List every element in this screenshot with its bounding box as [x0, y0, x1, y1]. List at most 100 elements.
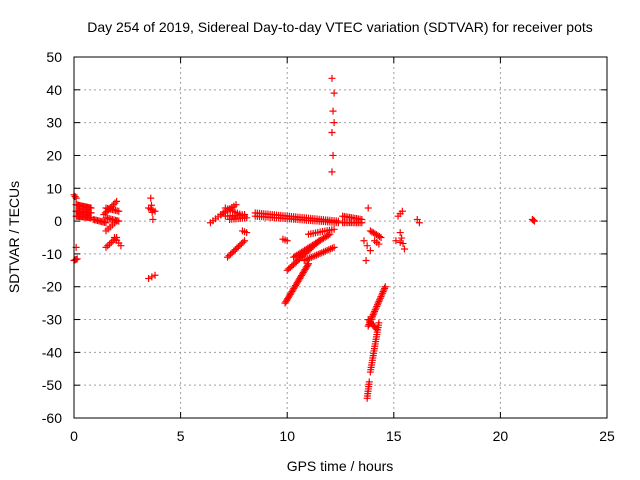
data-point	[230, 247, 238, 255]
data-point	[380, 286, 388, 294]
data-point	[73, 255, 81, 263]
y-tick-label: -30	[42, 312, 62, 328]
data-point	[377, 293, 385, 301]
data-point	[381, 284, 389, 292]
data-point	[364, 322, 372, 330]
plot-frame	[73, 56, 608, 419]
data-point	[149, 215, 157, 223]
data-point	[398, 207, 406, 215]
data-point	[375, 233, 383, 241]
data-point	[241, 237, 249, 245]
y-tick-label: 20	[46, 147, 62, 163]
data-point	[304, 261, 312, 269]
data-point	[373, 302, 381, 310]
x-tick-label: 10	[279, 428, 295, 444]
data-point	[148, 273, 156, 281]
data-point	[111, 199, 119, 207]
y-tick-label: -20	[42, 279, 62, 295]
data-point	[243, 229, 251, 237]
x-tick-label: 0	[70, 428, 78, 444]
y-tick-label: 10	[46, 180, 62, 196]
data-point	[531, 217, 539, 225]
x-tick-label: 15	[386, 428, 402, 444]
data-point	[364, 204, 372, 212]
data-point	[392, 237, 400, 245]
x-tick-label: 25	[599, 428, 615, 444]
data-point	[529, 216, 537, 224]
data-point	[232, 201, 240, 209]
data-point	[328, 74, 336, 82]
data-point	[106, 240, 114, 248]
data-point	[234, 243, 242, 251]
data-point	[147, 201, 155, 209]
data-point	[330, 119, 338, 127]
chart-title: Day 254 of 2019, Sidereal Day-to-day VTE…	[87, 19, 593, 35]
data-point	[324, 231, 332, 239]
data-point	[377, 234, 385, 241]
y-axis-label: SDTVAR / TECUs	[6, 181, 22, 293]
data-point	[283, 237, 291, 245]
data-point	[329, 151, 337, 159]
data-point	[117, 242, 125, 250]
data-point	[328, 128, 336, 136]
data-point	[145, 275, 153, 283]
data-point	[376, 296, 384, 304]
data-points	[70, 74, 539, 402]
data-point	[358, 219, 366, 227]
data-point	[369, 311, 377, 319]
data-point	[113, 217, 121, 225]
y-tick-label: 50	[46, 49, 62, 65]
data-point	[396, 229, 404, 237]
y-tick-label: 40	[46, 82, 62, 98]
data-point	[400, 245, 408, 253]
y-tick-label: -10	[42, 246, 62, 262]
data-point	[305, 260, 313, 268]
data-point	[375, 240, 383, 248]
data-point	[365, 378, 373, 386]
data-point	[371, 306, 379, 314]
data-point	[374, 299, 382, 307]
data-point	[329, 107, 337, 115]
data-point	[375, 297, 383, 305]
grid-lines	[74, 57, 607, 418]
data-point	[366, 247, 374, 255]
x-tick-label: 5	[177, 428, 185, 444]
data-point	[330, 225, 338, 233]
data-point	[378, 291, 386, 299]
data-point	[363, 242, 371, 250]
data-point	[147, 194, 155, 202]
data-point	[113, 197, 121, 205]
y-tick-label: -40	[42, 344, 62, 360]
data-point	[115, 207, 123, 215]
data-point	[330, 89, 338, 97]
data-point	[231, 246, 239, 254]
data-point	[415, 219, 423, 227]
data-point	[236, 241, 244, 249]
data-point	[376, 294, 384, 302]
data-point	[243, 214, 251, 222]
data-point	[396, 238, 404, 246]
data-point	[237, 240, 245, 248]
data-point	[239, 238, 247, 246]
data-point	[102, 243, 110, 251]
x-tick-label: 20	[493, 428, 509, 444]
data-point	[373, 301, 381, 309]
data-point	[378, 289, 386, 297]
data-point	[227, 250, 235, 258]
data-point	[224, 253, 232, 261]
data-point	[372, 304, 380, 312]
data-point	[330, 243, 338, 251]
x-axis-label: GPS time / hours	[287, 458, 394, 474]
data-point	[381, 283, 389, 291]
data-point	[368, 312, 376, 320]
data-point	[362, 256, 370, 264]
data-point	[370, 309, 378, 317]
y-tick-label: -50	[42, 377, 62, 393]
y-tick-label: -60	[42, 410, 62, 426]
data-point	[71, 192, 79, 200]
y-tick-label: 0	[54, 213, 62, 229]
data-point	[398, 234, 406, 242]
data-point	[151, 271, 159, 279]
data-point	[379, 288, 387, 296]
